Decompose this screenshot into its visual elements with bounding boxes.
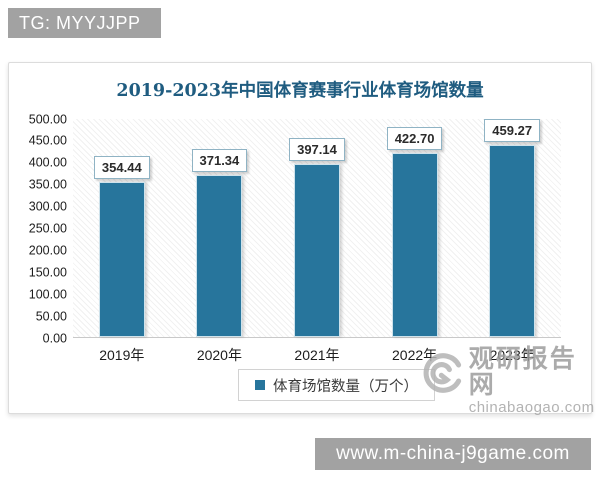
x-axis: 2019年 2020年 2021年 2022年 2023年 [73, 345, 561, 365]
bar-value-label: 459.27 [484, 119, 541, 142]
footer-url-text: www.m-china-j9game.com [336, 443, 570, 464]
y-tick-label: 400.00 [28, 155, 67, 170]
y-tick-label: 300.00 [28, 199, 67, 214]
bar-column: 459.27 [463, 119, 561, 337]
chart-card: 2019-2023年中国体育赛事行业体育场馆数量 0.00 50.00 100.00… [8, 62, 592, 414]
y-tick-label: 200.00 [28, 243, 67, 258]
bar-value-label: 371.34 [191, 149, 248, 173]
legend: 体育场馆数量（万个） [238, 369, 435, 401]
footer-url-bar: www.m-china-j9game.com [315, 438, 591, 470]
brand-watermark: 观研报告网 chinabaogao.com [418, 346, 600, 416]
legend-label: 体育场馆数量（万个） [273, 378, 418, 395]
bar [391, 152, 438, 337]
brand-site-name: 观研报告网 [468, 345, 577, 400]
y-tick-label: 100.00 [28, 286, 67, 301]
x-tick-label: 2019年 [99, 347, 145, 363]
brand-site-url: chinabaogao.com [468, 398, 595, 416]
bar-column: 354.44 [73, 119, 171, 337]
bar-column: 371.34 [171, 119, 269, 337]
bar-value-label: 422.70 [386, 126, 443, 150]
bar [196, 175, 243, 337]
x-tick-label: 2022年 [392, 347, 438, 363]
legend-marker-icon [255, 380, 265, 390]
bar [98, 182, 145, 337]
x-tick-label: 2021年 [294, 347, 340, 363]
y-tick-label: 150.00 [28, 265, 67, 280]
x-tick-label: 2023年 [489, 347, 535, 363]
y-tick-label: 500.00 [28, 111, 67, 126]
plot-area: 354.44 371.34 397.14 422.70 459.27 [73, 119, 561, 338]
x-tick-label: 2020年 [196, 347, 242, 363]
bar [293, 163, 340, 337]
y-tick-label: 50.00 [35, 308, 67, 323]
telegram-watermark-badge: TG: MYYJJPP [8, 8, 161, 38]
bar-column: 422.70 [366, 119, 464, 337]
telegram-watermark-text: TG: MYYJJPP [19, 12, 141, 33]
chart-title: 2019-2023年中国体育赛事行业体育场馆数量 [116, 81, 484, 101]
y-tick-label: 450.00 [28, 133, 67, 148]
y-tick-label: 0.00 [42, 330, 67, 345]
bar [489, 145, 536, 337]
y-axis: 0.00 50.00 100.00 150.00 200.00 250.00 300.00 3… [9, 113, 67, 344]
bar-value-label: 354.44 [93, 156, 150, 180]
y-tick-label: 250.00 [28, 221, 67, 236]
bar-value-label: 397.14 [289, 137, 345, 161]
y-tick-label: 350.00 [28, 177, 67, 192]
brand-logo-swirl-icon [423, 353, 462, 393]
bar-column: 397.14 [268, 119, 366, 337]
